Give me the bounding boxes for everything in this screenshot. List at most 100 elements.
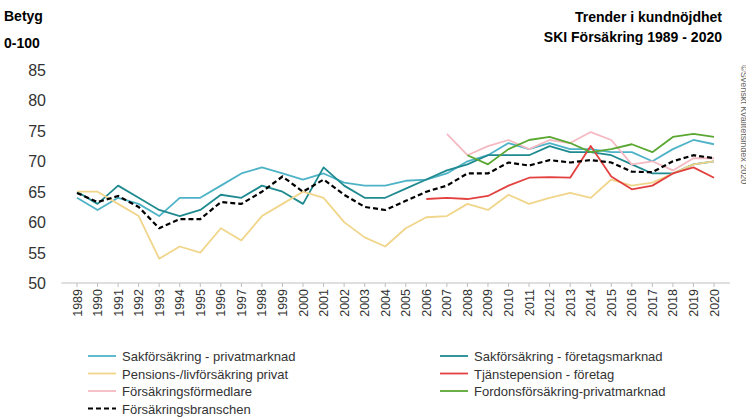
x-tick bbox=[446, 283, 447, 287]
plot-area bbox=[77, 132, 714, 259]
legend-swatch bbox=[88, 355, 116, 357]
x-tick-label: 1991 bbox=[112, 289, 126, 317]
y-tick-label: 75 bbox=[28, 123, 46, 140]
x-tick-label: 2014 bbox=[584, 289, 598, 317]
y-tick-label: 70 bbox=[28, 153, 46, 170]
x-tick-label: 2005 bbox=[399, 289, 413, 317]
x-tick-label: 1994 bbox=[173, 289, 187, 317]
x-tick bbox=[323, 283, 324, 287]
axis-label: Betyg bbox=[4, 8, 43, 24]
x-tick-label: 2010 bbox=[502, 289, 516, 317]
y-tick-label: 50 bbox=[28, 275, 46, 292]
y-tick-label: 65 bbox=[28, 184, 46, 201]
y-tick-label: 60 bbox=[28, 214, 46, 231]
x-tick bbox=[631, 283, 632, 287]
x-tick-label: 1995 bbox=[194, 289, 208, 317]
x-tick bbox=[261, 283, 262, 287]
series-line bbox=[77, 161, 714, 258]
x-tick bbox=[385, 283, 386, 287]
x-tick-label: 2020 bbox=[708, 289, 722, 317]
x-tick bbox=[138, 283, 139, 287]
x-tick-label: 2007 bbox=[440, 289, 454, 317]
legend-label: Fordonsförsäkring-privatmarknad bbox=[474, 384, 665, 399]
x-tick bbox=[282, 283, 283, 287]
legend-swatch bbox=[440, 373, 468, 375]
x-tick bbox=[200, 283, 201, 287]
x-tick-label: 2000 bbox=[297, 289, 311, 317]
legend-label: Försäkringsbranschen bbox=[122, 402, 251, 417]
x-tick bbox=[529, 283, 530, 287]
legend-swatch bbox=[88, 390, 116, 392]
x-tick bbox=[241, 283, 242, 287]
legend-label: Sakförsäkring - företagsmarknad bbox=[474, 349, 663, 364]
legend-swatch bbox=[88, 373, 116, 375]
x-tick bbox=[672, 283, 673, 287]
x-tick-label: 2004 bbox=[379, 289, 393, 317]
x-tick-label: 2009 bbox=[481, 289, 495, 317]
x-tick-label: 2006 bbox=[420, 289, 434, 317]
x-tick bbox=[693, 283, 694, 287]
x-tick bbox=[77, 283, 78, 287]
series-line bbox=[77, 146, 714, 216]
x-tick-label: 1998 bbox=[255, 289, 269, 317]
x-tick-label: 2002 bbox=[338, 289, 352, 317]
x-tick-label: 1996 bbox=[214, 289, 228, 317]
x-tick bbox=[487, 283, 488, 287]
x-axis bbox=[61, 283, 730, 284]
x-tick bbox=[426, 283, 427, 287]
x-tick-label: 2017 bbox=[646, 289, 660, 317]
x-tick-label: 2011 bbox=[523, 289, 537, 316]
x-tick-label: 1997 bbox=[235, 289, 249, 317]
x-tick bbox=[467, 283, 468, 287]
x-tick bbox=[159, 283, 160, 287]
x-tick-label: 2019 bbox=[687, 289, 701, 317]
x-tick bbox=[570, 283, 571, 287]
x-tick-label: 2015 bbox=[605, 289, 619, 317]
y-tick-label: 85 bbox=[28, 62, 46, 79]
series-line bbox=[77, 155, 714, 228]
x-tick bbox=[179, 283, 180, 287]
x-tick-label: 1999 bbox=[276, 289, 290, 317]
y-axis bbox=[61, 70, 62, 283]
x-tick-label: 2016 bbox=[625, 289, 639, 317]
x-tick bbox=[508, 283, 509, 287]
x-tick bbox=[303, 283, 304, 287]
x-tick bbox=[611, 283, 612, 287]
x-tick bbox=[220, 283, 221, 287]
x-tick-label: 2012 bbox=[543, 289, 557, 317]
title: Trender i kundnöjdhet bbox=[575, 9, 722, 25]
x-tick bbox=[714, 283, 715, 287]
x-tick bbox=[364, 283, 365, 287]
series-line bbox=[447, 132, 714, 170]
legend-swatch bbox=[88, 407, 116, 409]
x-tick bbox=[652, 283, 653, 287]
y-tick-label: 80 bbox=[28, 92, 46, 109]
x-tick bbox=[405, 283, 406, 287]
axis-label: 0-100 bbox=[4, 35, 40, 51]
chart: Trender i kundnöjdhet SKI Försäkring 1989… bbox=[0, 0, 746, 419]
x-tick bbox=[549, 283, 550, 287]
source: ©Svenskt Kvalitetsindex 2020 bbox=[739, 65, 746, 184]
x-tick-label: 2008 bbox=[461, 289, 475, 317]
legend-swatch bbox=[440, 390, 468, 392]
legend-label: Försäkringsförmedlare bbox=[122, 384, 252, 399]
x-tick-label: 2013 bbox=[564, 289, 578, 317]
legend-swatch bbox=[440, 355, 468, 357]
subtitle: SKI Försäkring 1989 - 2020 bbox=[544, 29, 722, 45]
x-tick bbox=[344, 283, 345, 287]
legend-label: Sakförsäkring - privatmarknad bbox=[122, 349, 295, 364]
x-tick-label: 1993 bbox=[153, 289, 167, 317]
x-tick bbox=[590, 283, 591, 287]
x-tick bbox=[118, 283, 119, 287]
x-tick-label: 1989 bbox=[71, 289, 85, 317]
y-tick-label: 55 bbox=[28, 245, 46, 262]
legend-label: Pensions-/livförsäkring privat bbox=[122, 367, 289, 382]
x-tick-label: 2003 bbox=[358, 289, 372, 317]
x-tick-label: 2018 bbox=[666, 289, 680, 317]
x-tick-label: 1990 bbox=[91, 289, 105, 317]
x-tick-label: 1992 bbox=[132, 289, 146, 317]
x-tick bbox=[97, 283, 98, 287]
series-line bbox=[77, 140, 714, 216]
x-tick-label: 2001 bbox=[317, 289, 331, 317]
legend-label: Tjänstepension - företag bbox=[474, 367, 614, 382]
